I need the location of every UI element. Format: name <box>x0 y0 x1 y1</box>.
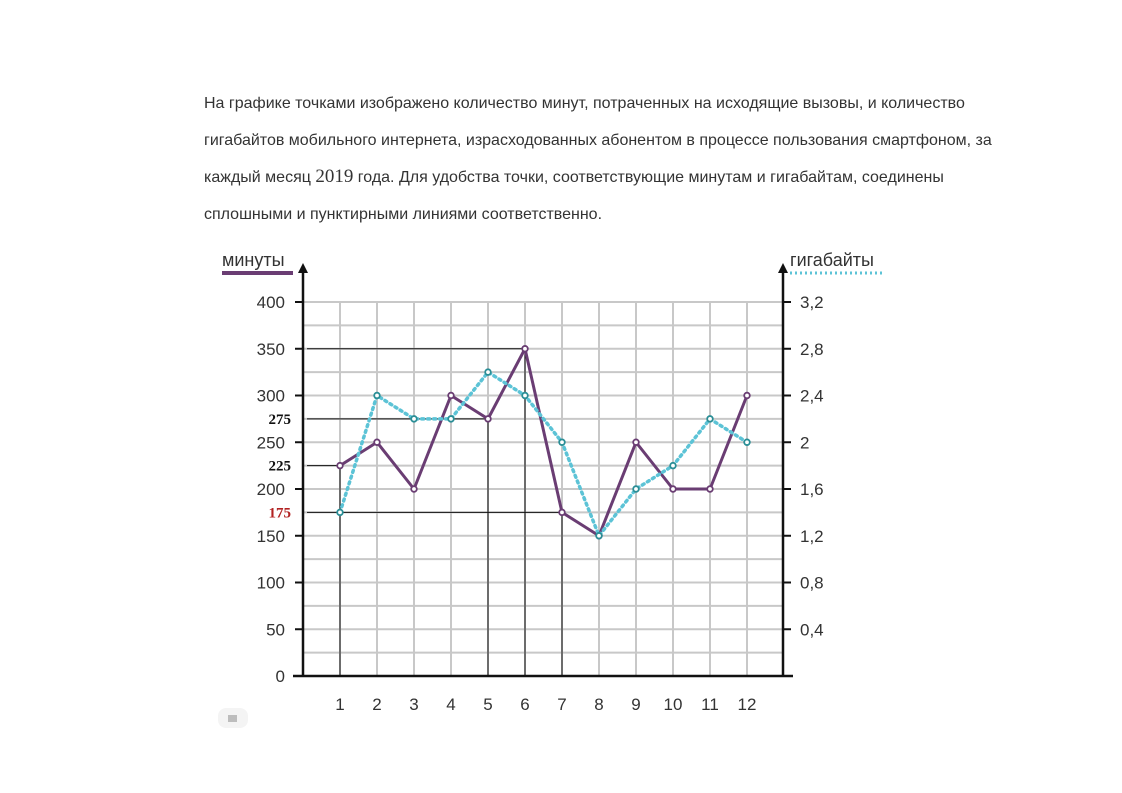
minutes-point-9 <box>632 438 640 446</box>
left-tick-label: 200 <box>257 480 285 499</box>
minutes-point-6 <box>521 345 529 353</box>
x-tick-label: 8 <box>594 695 603 714</box>
annotation-label-225: 225 <box>269 459 292 475</box>
annotation-label-175: 175 <box>269 505 292 521</box>
right-tick-label: 2,8 <box>800 340 824 359</box>
left-tick-label: 150 <box>257 527 285 546</box>
x-tick-label: 1 <box>335 695 344 714</box>
gigabytes-point-11 <box>706 415 714 423</box>
gigabytes-series-line <box>338 370 749 538</box>
x-tick-label: 11 <box>701 695 719 714</box>
minutes-point-7 <box>558 508 566 517</box>
minutes-point-5 <box>484 415 492 423</box>
minutes-series-line <box>339 347 749 538</box>
gigabytes-point-9 <box>632 485 640 493</box>
left-tick-label: 350 <box>257 340 285 359</box>
left-tick-label: 250 <box>257 433 285 452</box>
chart-labels: 0 50 100 150 200 250 300 350 400 0,4 0,8 1,2 1,6 2 2,4… <box>222 250 885 714</box>
problem-description: На графике точками изображено количество… <box>204 86 1024 233</box>
left-axis-title: минуты <box>222 250 285 270</box>
x-tick-label: 2 <box>372 695 381 714</box>
right-tick-label: 0,8 <box>800 574 824 593</box>
description-text-end: года. Для удобства точки, соответствующи… <box>204 169 944 223</box>
left-tick-label: 50 <box>266 620 285 639</box>
gigabytes-point-3 <box>410 415 418 423</box>
x-tick-label: 5 <box>483 695 492 714</box>
left-tick-label: 0 <box>276 667 285 686</box>
description-text-start: На графике точками изображено количество… <box>204 95 992 186</box>
left-tick-label: 100 <box>257 574 285 593</box>
right-tick-label: 0,4 <box>800 620 824 639</box>
annotation-guide-lines <box>307 348 563 676</box>
minutes-point-3 <box>410 485 418 493</box>
right-tick-label: 1,6 <box>800 480 824 499</box>
x-tick-label: 6 <box>520 695 529 714</box>
minutes-point-2 <box>373 438 381 446</box>
left-tick-label: 400 <box>257 293 285 312</box>
gigabytes-point-6 <box>521 391 529 400</box>
x-tick-label: 3 <box>409 695 418 714</box>
right-axis-title: гигабайты <box>790 250 874 270</box>
right-tick-label: 1,2 <box>800 527 824 546</box>
chart-series <box>336 345 751 540</box>
widget-icon <box>228 715 237 722</box>
right-tick-label: 2 <box>800 433 809 452</box>
right-tick-label: 2,4 <box>800 387 824 406</box>
gigabytes-point-4 <box>447 415 455 423</box>
gigabytes-point-2 <box>373 391 381 400</box>
left-axis-arrow <box>298 263 308 273</box>
x-tick-label: 7 <box>557 695 566 714</box>
chart-grid <box>303 301 783 676</box>
widget-button[interactable] <box>218 708 248 728</box>
minutes-point-4 <box>447 391 455 400</box>
minutes-point-10 <box>669 485 677 493</box>
gigabytes-point-1 <box>336 508 344 517</box>
left-tick-label: 300 <box>257 387 285 406</box>
minutes-point-11 <box>706 485 714 493</box>
chart-axes <box>293 263 793 678</box>
minutes-point-1 <box>336 461 344 470</box>
x-tick-label: 10 <box>664 695 683 714</box>
gigabytes-point-8 <box>595 532 603 540</box>
description-year: 2019 <box>315 166 354 187</box>
annotation-label-275: 275 <box>269 412 292 428</box>
gigabytes-point-10 <box>669 461 677 470</box>
minutes-point-12 <box>743 391 751 400</box>
gigabytes-point-7 <box>558 438 566 446</box>
right-tick-label: 3,2 <box>800 293 824 312</box>
gigabytes-point-12 <box>743 438 751 446</box>
x-tick-label: 4 <box>446 695 455 714</box>
x-tick-label: 9 <box>631 695 640 714</box>
x-tick-label: 12 <box>738 695 757 714</box>
right-axis-arrow <box>778 263 788 273</box>
gigabytes-point-5 <box>484 368 492 376</box>
